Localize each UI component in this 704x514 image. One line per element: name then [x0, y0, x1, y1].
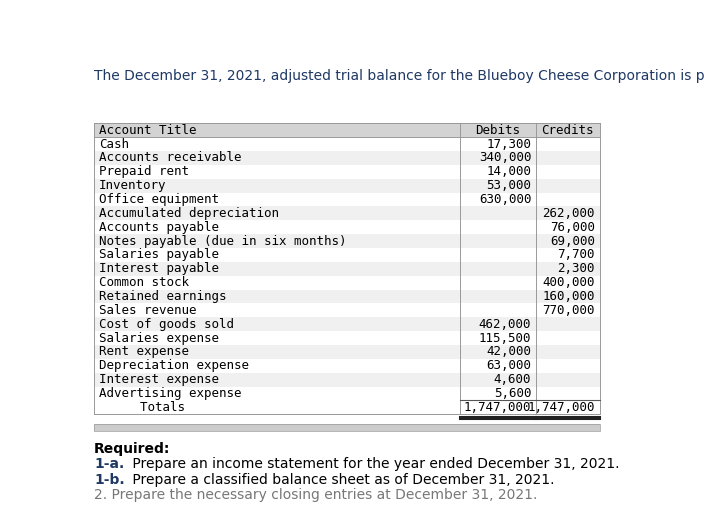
Text: 2,300: 2,300	[558, 262, 595, 276]
Text: Totals: Totals	[110, 401, 184, 414]
Bar	[94, 193, 600, 207]
Bar	[94, 424, 600, 431]
Text: 1-a.: 1-a.	[94, 457, 125, 471]
Bar	[94, 179, 600, 193]
Bar	[94, 317, 600, 331]
Bar	[94, 289, 600, 303]
Bar	[94, 331, 600, 345]
Text: The December 31, 2021, adjusted trial balance for the Blueboy Cheese Corporation: The December 31, 2021, adjusted trial ba…	[94, 69, 704, 83]
Bar	[94, 137, 600, 151]
Text: 630,000: 630,000	[479, 193, 532, 206]
Text: Accounts payable: Accounts payable	[99, 221, 219, 234]
Text: Rent expense: Rent expense	[99, 345, 189, 358]
Text: Prepare an income statement for the year ended December 31, 2021.: Prepare an income statement for the year…	[128, 457, 620, 471]
Text: Office equipment: Office equipment	[99, 193, 219, 206]
Text: Prepare a classified balance sheet as of December 31, 2021.: Prepare a classified balance sheet as of…	[128, 473, 555, 487]
Text: Depreciation expense: Depreciation expense	[99, 359, 249, 372]
Text: 115,500: 115,500	[479, 332, 532, 344]
Text: 5,600: 5,600	[494, 387, 532, 400]
Text: 42,000: 42,000	[486, 345, 532, 358]
Text: 4,600: 4,600	[494, 373, 532, 386]
Text: 1-b.: 1-b.	[94, 473, 125, 487]
Text: 17,300: 17,300	[486, 138, 532, 151]
Text: 1,747,000: 1,747,000	[464, 401, 532, 414]
Bar	[94, 248, 600, 262]
Bar	[94, 262, 600, 276]
Text: Account Title: Account Title	[99, 124, 196, 137]
Text: 14,000: 14,000	[486, 166, 532, 178]
Text: Interest expense: Interest expense	[99, 373, 219, 386]
Text: Notes payable (due in six months): Notes payable (due in six months)	[99, 234, 346, 248]
Bar	[94, 151, 600, 165]
Bar	[94, 373, 600, 387]
Bar	[94, 123, 600, 137]
Text: Salaries payable: Salaries payable	[99, 248, 219, 262]
Bar	[94, 123, 600, 414]
Bar	[94, 234, 600, 248]
Text: Prepaid rent: Prepaid rent	[99, 166, 189, 178]
Bar	[94, 400, 600, 414]
Text: Interest payable: Interest payable	[99, 262, 219, 276]
Text: Inventory: Inventory	[99, 179, 166, 192]
Text: Accumulated depreciation: Accumulated depreciation	[99, 207, 279, 220]
Bar	[94, 221, 600, 234]
Text: 340,000: 340,000	[479, 152, 532, 164]
Text: 462,000: 462,000	[479, 318, 532, 331]
Text: 262,000: 262,000	[542, 207, 595, 220]
Text: Credits: Credits	[541, 124, 594, 137]
Text: Advertising expense: Advertising expense	[99, 387, 241, 400]
Text: 400,000: 400,000	[542, 276, 595, 289]
Text: Cash: Cash	[99, 138, 129, 151]
Text: 69,000: 69,000	[550, 234, 595, 248]
Bar	[94, 207, 600, 221]
Bar	[94, 424, 600, 431]
Text: 53,000: 53,000	[486, 179, 532, 192]
Text: 63,000: 63,000	[486, 359, 532, 372]
Text: Retained earnings: Retained earnings	[99, 290, 227, 303]
Bar	[94, 345, 600, 359]
Text: Cost of goods sold: Cost of goods sold	[99, 318, 234, 331]
Text: Accounts receivable: Accounts receivable	[99, 152, 241, 164]
Text: 160,000: 160,000	[542, 290, 595, 303]
Text: 76,000: 76,000	[550, 221, 595, 234]
Bar	[94, 387, 600, 400]
Text: 770,000: 770,000	[542, 304, 595, 317]
Text: 2. Prepare the necessary closing entries at December 31, 2021.: 2. Prepare the necessary closing entries…	[94, 488, 538, 502]
Bar	[94, 165, 600, 179]
Text: 1,747,000: 1,747,000	[527, 401, 595, 414]
Bar	[94, 276, 600, 289]
Bar	[94, 359, 600, 373]
Text: Debits: Debits	[475, 124, 520, 137]
Text: Salaries expense: Salaries expense	[99, 332, 219, 344]
Text: 7,700: 7,700	[558, 248, 595, 262]
Text: Sales revenue: Sales revenue	[99, 304, 196, 317]
Text: Common stock: Common stock	[99, 276, 189, 289]
Text: Required:: Required:	[94, 442, 170, 456]
Bar	[94, 303, 600, 317]
